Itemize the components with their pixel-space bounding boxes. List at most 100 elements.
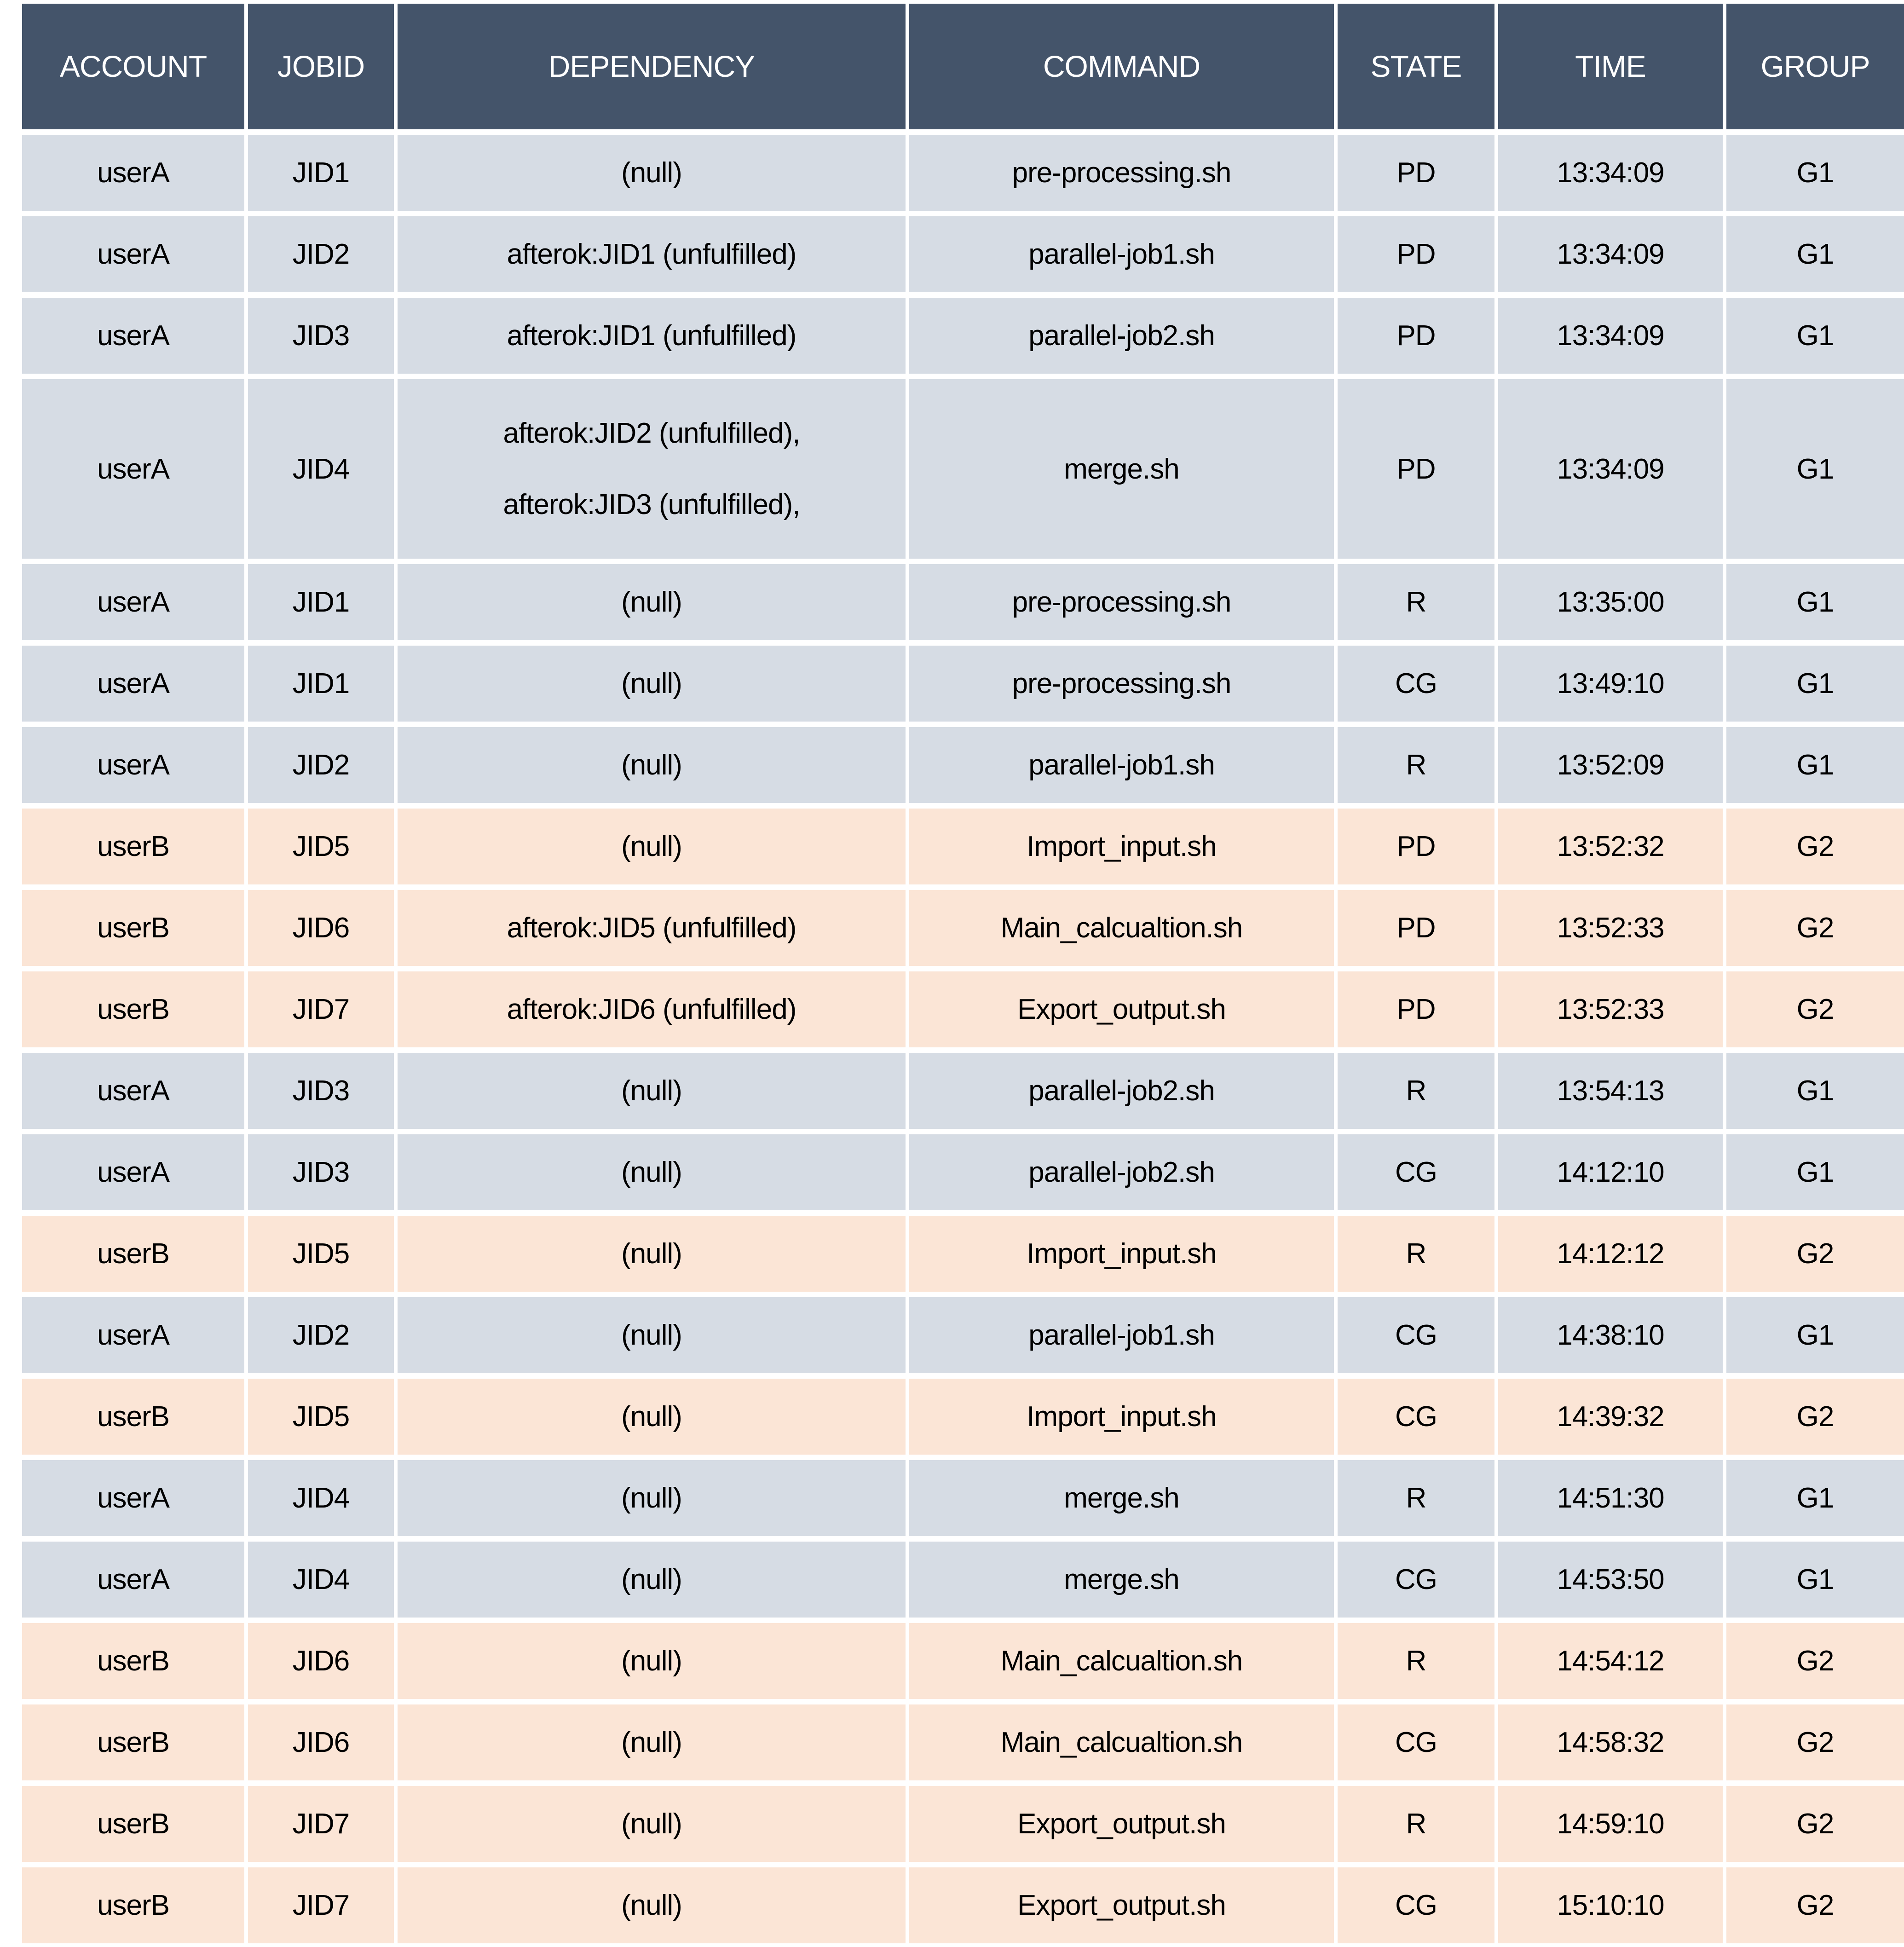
cell-dependency: (null) <box>398 809 906 884</box>
cell-command: parallel-job1.sh <box>909 1297 1334 1373</box>
cell-time: 13:52:32 <box>1498 809 1723 884</box>
cell-state: PD <box>1338 809 1494 884</box>
cell-command: Export_output.sh <box>909 971 1334 1047</box>
cell-command: Export_output.sh <box>909 1786 1334 1862</box>
cell-command: merge.sh <box>909 1460 1334 1536</box>
cell-dependency: afterok:JID1 (unfulfilled) <box>398 216 906 292</box>
cell-dependency: (null) <box>398 1623 906 1699</box>
cell-dependency: (null) <box>398 1379 906 1455</box>
column-header-group: GROUP <box>1726 4 1904 129</box>
cell-time: 13:34:09 <box>1498 216 1723 292</box>
cell-time: 13:34:09 <box>1498 135 1723 211</box>
cell-time: 14:12:12 <box>1498 1216 1723 1292</box>
table-row: userA JID2 (null) parallel-job1.sh R 13:52:09… <box>22 727 1904 803</box>
cell-jobid: JID3 <box>248 298 394 374</box>
cell-jobid: JID7 <box>248 1786 394 1862</box>
cell-state: R <box>1338 727 1494 803</box>
cell-account: userA <box>22 1297 244 1373</box>
cell-time: 15:10:10 <box>1498 1867 1723 1943</box>
table-row: userA JID2 afterok:JID1 (unfulfilled) paral… <box>22 216 1904 292</box>
cell-state: CG <box>1338 1542 1494 1618</box>
cell-dependency: (null) <box>398 564 906 640</box>
cell-time: 14:12:10 <box>1498 1134 1723 1210</box>
cell-dependency: (null) <box>398 1542 906 1618</box>
cell-state: PD <box>1338 135 1494 211</box>
cell-jobid: JID4 <box>248 1460 394 1536</box>
cell-group: G1 <box>1726 216 1904 292</box>
cell-group: G2 <box>1726 809 1904 884</box>
cell-state: CG <box>1338 1867 1494 1943</box>
cell-dependency: (null) <box>398 1704 906 1780</box>
cell-command: Export_output.sh <box>909 1867 1334 1943</box>
cell-group: G1 <box>1726 379 1904 559</box>
cell-time: 13:54:13 <box>1498 1053 1723 1129</box>
cell-account: userA <box>22 646 244 722</box>
cell-account: userA <box>22 298 244 374</box>
cell-dependency: (null) <box>398 1134 906 1210</box>
cell-group: G2 <box>1726 1216 1904 1292</box>
cell-command: pre-processing.sh <box>909 135 1334 211</box>
cell-command: merge.sh <box>909 379 1334 559</box>
cell-group: G2 <box>1726 971 1904 1047</box>
cell-state: CG <box>1338 1704 1494 1780</box>
cell-account: userA <box>22 1053 244 1129</box>
cell-time: 13:35:00 <box>1498 564 1723 640</box>
cell-account: userA <box>22 564 244 640</box>
cell-jobid: JID2 <box>248 727 394 803</box>
table-row: userA JID4 afterok:JID2 (unfulfilled), aft… <box>22 379 1904 559</box>
cell-state: R <box>1338 1216 1494 1292</box>
cell-jobid: JID6 <box>248 1704 394 1780</box>
cell-group: G1 <box>1726 646 1904 722</box>
cell-state: CG <box>1338 646 1494 722</box>
cell-time: 13:52:09 <box>1498 727 1723 803</box>
cell-jobid: JID6 <box>248 1623 394 1699</box>
cell-dependency: (null) <box>398 135 906 211</box>
cell-state: R <box>1338 1786 1494 1862</box>
table-header-row: ACCOUNT JOBID DEPENDENCY COMMAND STATE T… <box>22 4 1904 129</box>
cell-time: 13:34:09 <box>1498 298 1723 374</box>
cell-jobid: JID4 <box>248 1542 394 1618</box>
cell-dependency: afterok:JID2 (unfulfilled), afterok:JID3… <box>398 379 906 559</box>
cell-command: Import_input.sh <box>909 1379 1334 1455</box>
cell-command: pre-processing.sh <box>909 564 1334 640</box>
cell-state: CG <box>1338 1297 1494 1373</box>
cell-dependency: (null) <box>398 1460 906 1536</box>
table-row: userA JID1 (null) pre-processing.sh CG 13:49:… <box>22 646 1904 722</box>
cell-group: G1 <box>1726 135 1904 211</box>
cell-jobid: JID1 <box>248 646 394 722</box>
cell-time: 13:49:10 <box>1498 646 1723 722</box>
cell-state: R <box>1338 1053 1494 1129</box>
cell-group: G1 <box>1726 1053 1904 1129</box>
cell-state: PD <box>1338 971 1494 1047</box>
cell-jobid: JID6 <box>248 890 394 966</box>
table-row: userB JID7 (null) Export_output.sh CG 15:10:1… <box>22 1867 1904 1943</box>
column-header-time: TIME <box>1498 4 1723 129</box>
cell-account: userA <box>22 216 244 292</box>
cell-group: G2 <box>1726 890 1904 966</box>
table-row: userA JID3 (null) parallel-job2.sh R 13:54:13… <box>22 1053 1904 1129</box>
table-row: userB JID7 (null) Export_output.sh R 14:59:10… <box>22 1786 1904 1862</box>
cell-group: G1 <box>1726 1460 1904 1536</box>
cell-account: userA <box>22 1460 244 1536</box>
table-row: userB JID6 (null) Main_calcualtion.sh R 14:54… <box>22 1623 1904 1699</box>
cell-command: parallel-job1.sh <box>909 216 1334 292</box>
cell-group: G1 <box>1726 1134 1904 1210</box>
cell-account: userA <box>22 1134 244 1210</box>
cell-command: parallel-job2.sh <box>909 1134 1334 1210</box>
cell-time: 14:51:30 <box>1498 1460 1723 1536</box>
cell-group: G2 <box>1726 1867 1904 1943</box>
cell-time: 13:52:33 <box>1498 971 1723 1047</box>
table-row: userA JID1 (null) pre-processing.sh R 13:35:0… <box>22 564 1904 640</box>
cell-group: G1 <box>1726 727 1904 803</box>
cell-state: CG <box>1338 1379 1494 1455</box>
cell-group: G2 <box>1726 1704 1904 1780</box>
cell-command: parallel-job1.sh <box>909 727 1334 803</box>
cell-dependency: (null) <box>398 1786 906 1862</box>
cell-command: parallel-job2.sh <box>909 298 1334 374</box>
cell-dependency: afterok:JID1 (unfulfilled) <box>398 298 906 374</box>
cell-command: Main_calcualtion.sh <box>909 1704 1334 1780</box>
cell-time: 14:53:50 <box>1498 1542 1723 1618</box>
cell-jobid: JID2 <box>248 1297 394 1373</box>
cell-dependency: (null) <box>398 1216 906 1292</box>
column-header-command: COMMAND <box>909 4 1334 129</box>
